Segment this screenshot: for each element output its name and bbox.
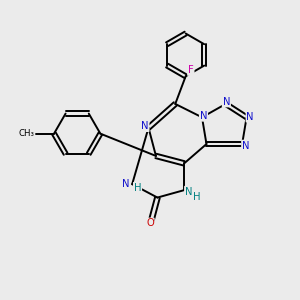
- Text: N: N: [223, 97, 230, 106]
- Text: N: N: [246, 112, 254, 122]
- Text: N: N: [200, 111, 207, 121]
- Text: H: H: [134, 183, 141, 193]
- Text: N: N: [141, 121, 149, 131]
- Text: H: H: [193, 192, 200, 202]
- Text: CH₃: CH₃: [18, 129, 34, 138]
- Text: N: N: [122, 178, 129, 189]
- Text: N: N: [185, 187, 192, 196]
- Text: N: N: [242, 140, 250, 151]
- Text: F: F: [188, 65, 194, 75]
- Text: O: O: [146, 218, 154, 228]
